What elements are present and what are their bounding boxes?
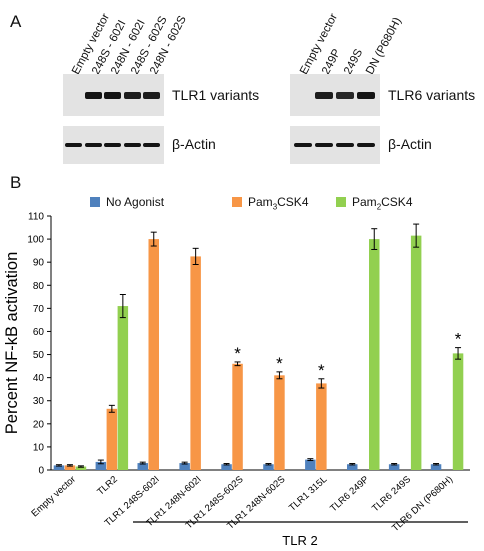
y-tick-label: 90	[33, 258, 45, 269]
legend-swatch-pam3csk4	[232, 197, 242, 207]
bar	[137, 463, 148, 470]
legend-label-pam3csk4: Pam3CSK4	[248, 195, 309, 212]
tlr6-band	[357, 92, 375, 99]
x-tick-label: Empty vector	[29, 474, 78, 519]
bar	[179, 463, 190, 470]
legend-label-pam2csk4: Pam2CSK4	[352, 195, 413, 212]
tlr1-band	[84, 92, 102, 99]
bar	[75, 466, 87, 470]
legend-swatch-pam2csk4	[336, 197, 346, 207]
bar	[232, 363, 243, 470]
bar	[106, 408, 118, 470]
legend-label-no-agonist: No Agonist	[106, 195, 165, 209]
right-actin-band	[336, 143, 354, 147]
y-tick-label: 100	[27, 235, 44, 246]
y-tick-label: 70	[33, 304, 45, 315]
left-actin-band	[84, 143, 102, 147]
tlr6-variants-blot	[290, 74, 380, 116]
tlr6-variants-label: TLR6 variants	[388, 87, 476, 103]
y-tick-label: 40	[33, 373, 45, 384]
significance-star: *	[234, 344, 241, 363]
y-tick-label: 80	[33, 281, 45, 292]
left-actin-blot	[63, 126, 164, 164]
y-tick-label: 50	[33, 350, 45, 361]
right-actin-band	[357, 143, 375, 147]
tlr1-band	[104, 92, 121, 99]
panel-a-letter: A	[10, 12, 22, 31]
x-tick-label: TLR6 249P	[328, 474, 371, 514]
y-tick-label: 60	[33, 327, 45, 338]
panel-b-letter: B	[10, 173, 22, 192]
y-tick-label: 30	[33, 396, 45, 407]
bar	[305, 459, 316, 470]
tlr1-variants-blot	[63, 74, 164, 116]
significance-star: *	[455, 330, 462, 349]
bar	[148, 239, 159, 470]
tlr1-variants-label: TLR1 variants	[172, 87, 260, 103]
x-tick-label: TLR1 315L	[287, 474, 329, 514]
x-tick-label: TLR2	[95, 474, 120, 498]
left-actin-label: β-Actin	[172, 136, 216, 152]
significance-star: *	[318, 361, 325, 380]
right-actin-band	[315, 143, 333, 147]
bar	[410, 235, 422, 470]
significance-star: *	[276, 354, 283, 373]
y-tick-label: 10	[33, 442, 45, 453]
left-actin-band	[123, 143, 141, 147]
bar	[221, 464, 232, 470]
y-axis-label: Percent NF-kB activation	[3, 252, 21, 434]
x-tick-label: TLR6 249S	[370, 474, 413, 514]
tlr1-band	[123, 92, 141, 99]
bar	[388, 464, 400, 470]
bar	[263, 464, 274, 470]
left-actin-band	[65, 143, 82, 147]
left-actin-band	[143, 143, 160, 147]
right-actin-label: β-Actin	[388, 136, 432, 152]
legend-swatch-no-agonist	[90, 197, 100, 207]
y-tick-label: 110	[28, 212, 44, 223]
tlr6-band	[336, 92, 354, 99]
bar	[53, 465, 65, 470]
bar	[369, 239, 380, 470]
legend: No Agonist Pam3CSK4 Pam2CSK4	[90, 195, 470, 211]
left-actin-band	[104, 143, 121, 147]
bar	[117, 306, 129, 470]
bar	[430, 464, 442, 470]
tlr6-band	[315, 92, 333, 99]
bar	[274, 375, 285, 470]
tlr2-group-label: TLR 2	[282, 533, 317, 548]
tlr1-band	[143, 92, 160, 99]
bar	[190, 256, 201, 470]
bar	[316, 383, 327, 470]
bar	[64, 465, 76, 470]
bar	[95, 461, 107, 470]
y-tick-label: 20	[33, 419, 45, 430]
right-actin-blot	[290, 126, 380, 164]
right-actin-band	[294, 143, 312, 147]
y-tick-label: 0	[38, 466, 44, 477]
bar	[452, 353, 464, 470]
bar	[347, 464, 358, 470]
